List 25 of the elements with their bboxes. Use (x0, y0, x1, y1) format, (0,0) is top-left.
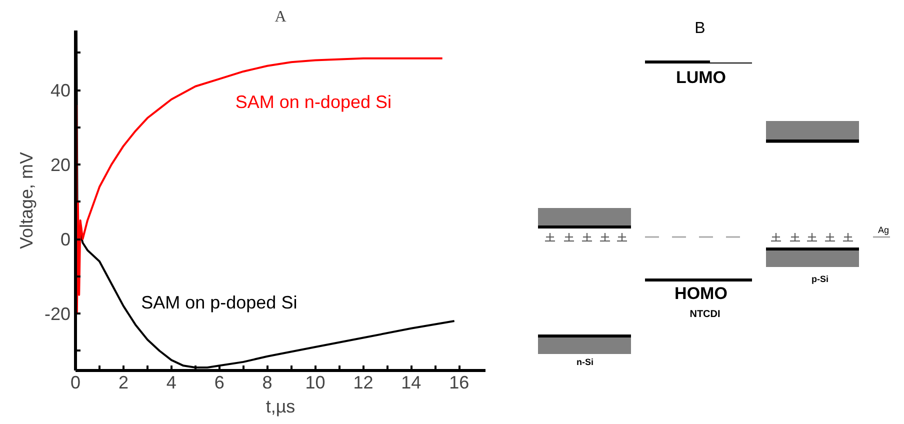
x-tick-label: 16 (449, 372, 470, 392)
text: n-Si (576, 357, 594, 367)
y-tick-label: 20 (50, 155, 71, 176)
x-tick-label: 2 (118, 372, 128, 392)
chart-title: A (274, 8, 287, 26)
y-tick-label: 0 (60, 230, 71, 250)
text: HOMO (674, 284, 728, 303)
x-tick-label: 4 (166, 372, 176, 392)
series-label: SAM on p-doped Si (141, 292, 298, 312)
text: NTCDI (690, 309, 720, 320)
series-label: SAM on n-doped Si (235, 92, 392, 112)
x-tick-label: 12 (353, 372, 374, 392)
x-tick-label: 10 (305, 372, 326, 392)
text: B (694, 20, 706, 37)
x-tick-label: 14 (401, 372, 422, 392)
text: LUMO (676, 68, 726, 87)
x-tick-label: 6 (214, 372, 224, 392)
y-tick-label: -20 (44, 304, 70, 324)
text: p-Si (812, 274, 828, 284)
y-axis-title: Voltage, mV (16, 152, 36, 250)
text: Ag (878, 225, 889, 235)
x-axis-title: t,µs (266, 396, 296, 416)
y-tick-label: 40 (50, 80, 71, 101)
x-tick-label: 8 (262, 372, 272, 392)
line-series (76, 57, 444, 315)
